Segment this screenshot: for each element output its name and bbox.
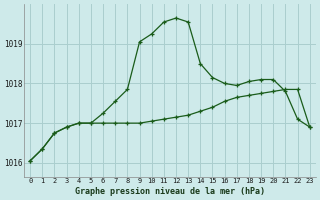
X-axis label: Graphe pression niveau de la mer (hPa): Graphe pression niveau de la mer (hPa)	[75, 187, 265, 196]
